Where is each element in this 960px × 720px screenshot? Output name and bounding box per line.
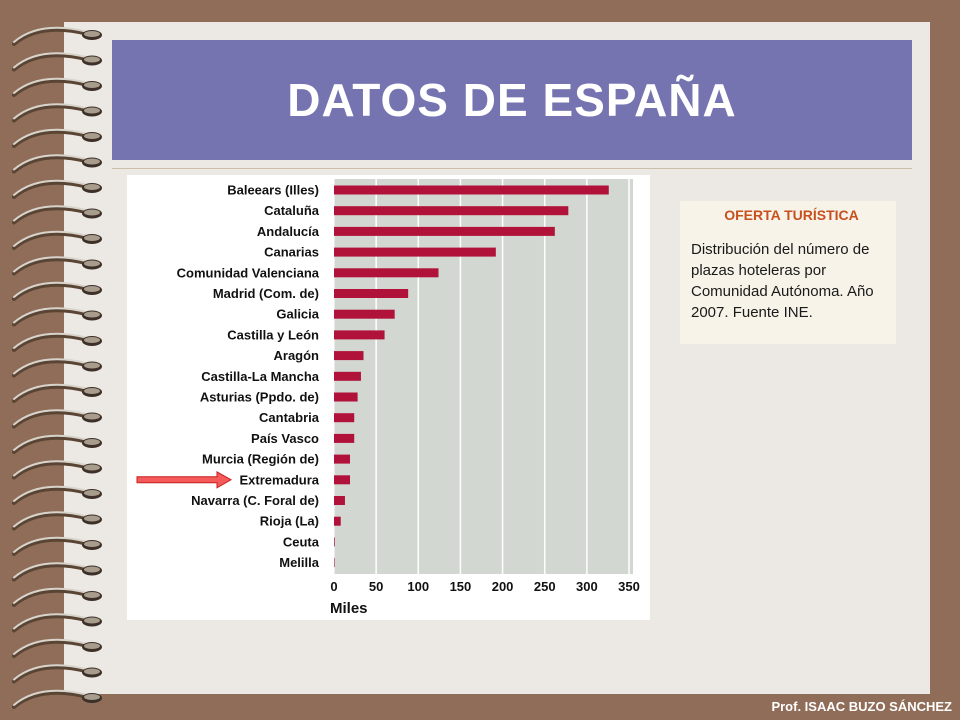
x-tick-label: 300 xyxy=(576,579,598,594)
bar xyxy=(334,558,335,568)
spiral-ring xyxy=(12,179,102,199)
x-tick-label: 200 xyxy=(492,579,514,594)
bar xyxy=(334,392,358,402)
bar xyxy=(334,226,555,236)
category-label: Ceuta xyxy=(283,534,320,549)
bar xyxy=(334,475,351,485)
chart-panel: 0 50 100 150 200 250 300 350 Miles Baleears (Ille… xyxy=(127,175,650,620)
category-label: País Vasco xyxy=(251,431,319,446)
bar xyxy=(334,330,385,340)
slide-title: DATOS DE ESPAÑA xyxy=(287,74,737,126)
category-label: Navarra (C. Foral de) xyxy=(191,493,319,508)
spiral-ring xyxy=(12,154,102,174)
category-label: Comunidad Valenciana xyxy=(177,265,320,280)
spiral-ring xyxy=(12,281,102,301)
bar xyxy=(334,496,345,505)
spiral-ring xyxy=(12,460,102,480)
category-label: Galicia xyxy=(276,307,319,322)
category-label: Baleears (Illes) xyxy=(227,183,319,198)
info-box: OFERTA TURÍSTICA Distribución del número… xyxy=(680,201,896,344)
spiral-ring xyxy=(12,307,102,327)
spiral-binding xyxy=(12,26,102,709)
category-label: Asturias (Ppdo. de) xyxy=(200,390,319,405)
category-label: Cantabria xyxy=(259,410,320,425)
bar xyxy=(334,351,364,361)
category-label: Castilla y León xyxy=(227,327,319,342)
x-tick-label: 100 xyxy=(407,579,429,594)
spiral-ring xyxy=(12,128,102,148)
category-label: Extremadura xyxy=(240,472,320,487)
info-text: Distribución del número de plazas hotele… xyxy=(691,241,874,321)
bar xyxy=(334,537,335,547)
spiral-ring xyxy=(12,434,102,454)
category-label: Melilla xyxy=(279,555,320,570)
spiral-ring xyxy=(12,256,102,276)
spiral-ring xyxy=(12,485,102,505)
spiral-ring xyxy=(12,587,102,607)
spiral-ring xyxy=(12,689,102,709)
bar xyxy=(334,309,395,319)
bar-chart: 0 50 100 150 200 250 300 350 Miles Baleears (Ille… xyxy=(136,179,640,617)
spiral-ring xyxy=(12,613,102,633)
category-label: Andalucía xyxy=(257,224,320,239)
spiral-ring xyxy=(12,383,102,403)
x-tick-label: 350 xyxy=(618,579,640,594)
spiral-ring xyxy=(12,358,102,378)
bar xyxy=(334,268,439,278)
spiral-ring xyxy=(12,205,102,225)
x-tick-label: 150 xyxy=(450,579,472,594)
footer-author: Prof. ISAAC BUZO SÁNCHEZ xyxy=(771,699,952,714)
spiral-ring xyxy=(12,638,102,658)
category-label: Murcia (Región de) xyxy=(202,452,319,467)
spiral-ring xyxy=(12,103,102,123)
spiral-ring xyxy=(12,332,102,352)
x-tick-label: 50 xyxy=(369,579,383,594)
spiral-ring xyxy=(12,26,102,46)
info-heading: OFERTA TURÍSTICA xyxy=(724,207,859,223)
spiral-ring xyxy=(12,409,102,429)
category-label: Madrid (Com. de) xyxy=(213,286,319,301)
bar xyxy=(334,433,355,443)
spiral-ring xyxy=(12,536,102,556)
plot-background xyxy=(334,179,633,574)
category-label: Cataluña xyxy=(264,203,320,218)
spiral-ring xyxy=(12,664,102,684)
bar xyxy=(334,289,409,298)
bar xyxy=(334,247,496,257)
category-label: Castilla-La Mancha xyxy=(201,369,320,384)
spiral-ring xyxy=(12,511,102,531)
spiral-ring xyxy=(12,77,102,97)
category-label: Canarias xyxy=(264,245,319,260)
bar xyxy=(334,371,361,381)
spiral-ring xyxy=(12,52,102,72)
spiral-ring xyxy=(12,230,102,250)
category-label: Rioja (La) xyxy=(260,514,319,529)
bar xyxy=(334,516,341,526)
x-tick-label: 250 xyxy=(534,579,556,594)
spiral-ring xyxy=(12,562,102,582)
category-label: Aragón xyxy=(274,348,320,363)
bar xyxy=(334,454,351,464)
bar xyxy=(334,185,609,195)
title-band: DATOS DE ESPAÑA xyxy=(112,40,912,160)
x-tick-label: 0 xyxy=(330,579,337,594)
x-axis-label: Miles xyxy=(330,600,368,617)
bar xyxy=(334,206,569,216)
red-arrow-icon xyxy=(136,470,233,489)
bar xyxy=(334,413,355,423)
title-divider xyxy=(112,168,912,169)
